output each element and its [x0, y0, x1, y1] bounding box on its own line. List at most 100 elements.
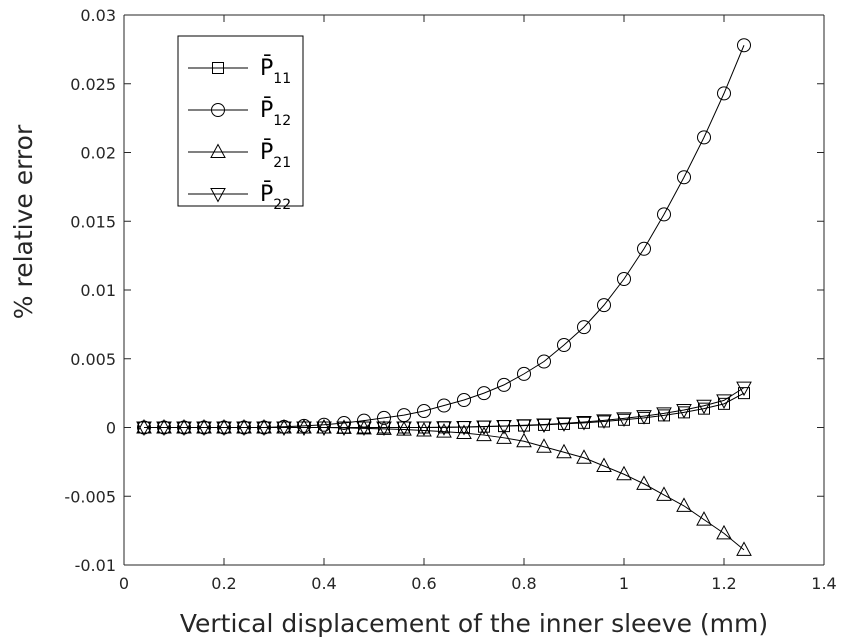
data-point-12: [437, 398, 451, 413]
data-point-21: [336, 419, 352, 434]
data-point-22: [556, 417, 572, 432]
data-point-22: [696, 399, 712, 415]
y-tick-label: 0.01: [80, 281, 116, 300]
data-point-22: [316, 421, 332, 437]
x-tick-label: 1.4: [811, 574, 836, 593]
data-point-22: [176, 421, 192, 437]
x-tick-label: 1: [619, 574, 629, 593]
data-point-21: [676, 497, 692, 512]
data-point-22: [196, 421, 212, 437]
data-point-12: [637, 241, 651, 256]
x-tick-label: 0.2: [211, 574, 236, 593]
y-tick-label: 0.02: [80, 144, 116, 163]
data-point-22: [236, 421, 252, 437]
data-point-21: [696, 511, 712, 526]
data-point-22: [576, 416, 592, 431]
data-point-21: [196, 418, 212, 434]
data-point-21: [536, 438, 552, 453]
legend-marker-11: [212, 62, 224, 74]
y-axis-title: % relative error: [9, 124, 38, 319]
y-tick-label: -0.01: [75, 556, 116, 575]
y-tick-label: 0.005: [70, 350, 116, 369]
data-point-22: [636, 410, 652, 425]
data-point-12: [537, 354, 551, 369]
data-point-12: [697, 130, 711, 145]
legend-subscript: 12: [273, 113, 291, 129]
data-point-21: [456, 424, 472, 439]
data-point-22: [156, 421, 172, 437]
data-point-21: [276, 418, 292, 434]
legend-box: [177, 35, 304, 207]
data-point-21: [156, 418, 172, 434]
data-point-12: [497, 377, 511, 392]
data-point-22: [596, 414, 612, 429]
data-point-21: [636, 475, 652, 490]
axes: 0 0.2 0.4 0.6 0.8 1 1.2 1.4 -0.01 -0.005 0 0.005 0.0…: [64, 6, 836, 593]
data-point-22: [456, 420, 472, 436]
data-point-21: [216, 418, 232, 434]
data-point-12: [477, 386, 491, 401]
data-point-21: [556, 443, 572, 459]
data-point-12: [737, 38, 751, 53]
x-tick-label: 0.6: [411, 574, 436, 593]
data-point-22: [376, 421, 392, 437]
data-point-21: [176, 418, 192, 434]
data-point-22: [496, 419, 512, 435]
data-point-22: [676, 404, 692, 419]
data-point-12: [657, 207, 671, 222]
data-point-21: [516, 432, 532, 448]
data-point-12: [597, 298, 611, 313]
data-point-12: [557, 338, 571, 352]
series-line-22: [144, 387, 745, 428]
data-point-21: [616, 465, 632, 481]
x-tick-label: 0.8: [511, 574, 536, 593]
data-point-22: [256, 421, 272, 437]
data-point-21: [256, 418, 272, 434]
data-point-21: [476, 426, 492, 442]
data-point-21: [496, 429, 512, 444]
y-tick-label: -0.005: [64, 487, 116, 506]
legend-marker-12: [211, 103, 225, 117]
x-axis-title: Vertical displacement of the inner sleev…: [180, 609, 768, 638]
data-point-22: [396, 421, 412, 437]
data-point-12: [457, 393, 471, 407]
data-point-22: [296, 421, 312, 437]
data-point-12: [317, 417, 331, 432]
y-tick-label: 0: [106, 419, 116, 438]
y-tick-label: 0.03: [80, 6, 116, 25]
data-point-22: [736, 381, 752, 397]
data-point-22: [476, 420, 492, 436]
data-point-11: [738, 387, 750, 400]
legend-subscript: 21: [273, 155, 291, 171]
legend-subscript: 11: [273, 71, 291, 87]
data-point-22: [216, 421, 232, 437]
data-point-22: [416, 421, 432, 437]
data-point-12: [417, 404, 431, 418]
data-point-21: [596, 457, 612, 472]
data-point-12: [677, 170, 691, 185]
legend: P̄11P̄12P̄21P̄22: [177, 35, 304, 213]
data-point-22: [336, 421, 352, 437]
y-tick-label: 0.025: [70, 75, 116, 94]
legend-marker-22: [210, 188, 226, 203]
data-point-21: [576, 449, 592, 464]
data-point-21: [236, 418, 252, 434]
data-point-22: [276, 421, 292, 437]
data-point-22: [716, 394, 732, 409]
data-point-21: [656, 486, 672, 501]
data-point-21: [136, 418, 152, 434]
data-point-22: [356, 421, 372, 437]
x-tick-label: 0: [119, 574, 129, 593]
data-point-21: [296, 418, 312, 434]
data-point-21: [716, 524, 732, 540]
data-point-22: [536, 418, 552, 434]
data-point-12: [717, 86, 731, 101]
data-point-22: [616, 412, 632, 427]
data-point-22: [436, 421, 452, 436]
x-tick-label: 1.2: [711, 574, 736, 593]
legend-subscript: 22: [273, 197, 291, 213]
legend-marker-21: [210, 143, 226, 158]
data-point-11: [718, 397, 730, 410]
data-point-22: [516, 419, 532, 434]
